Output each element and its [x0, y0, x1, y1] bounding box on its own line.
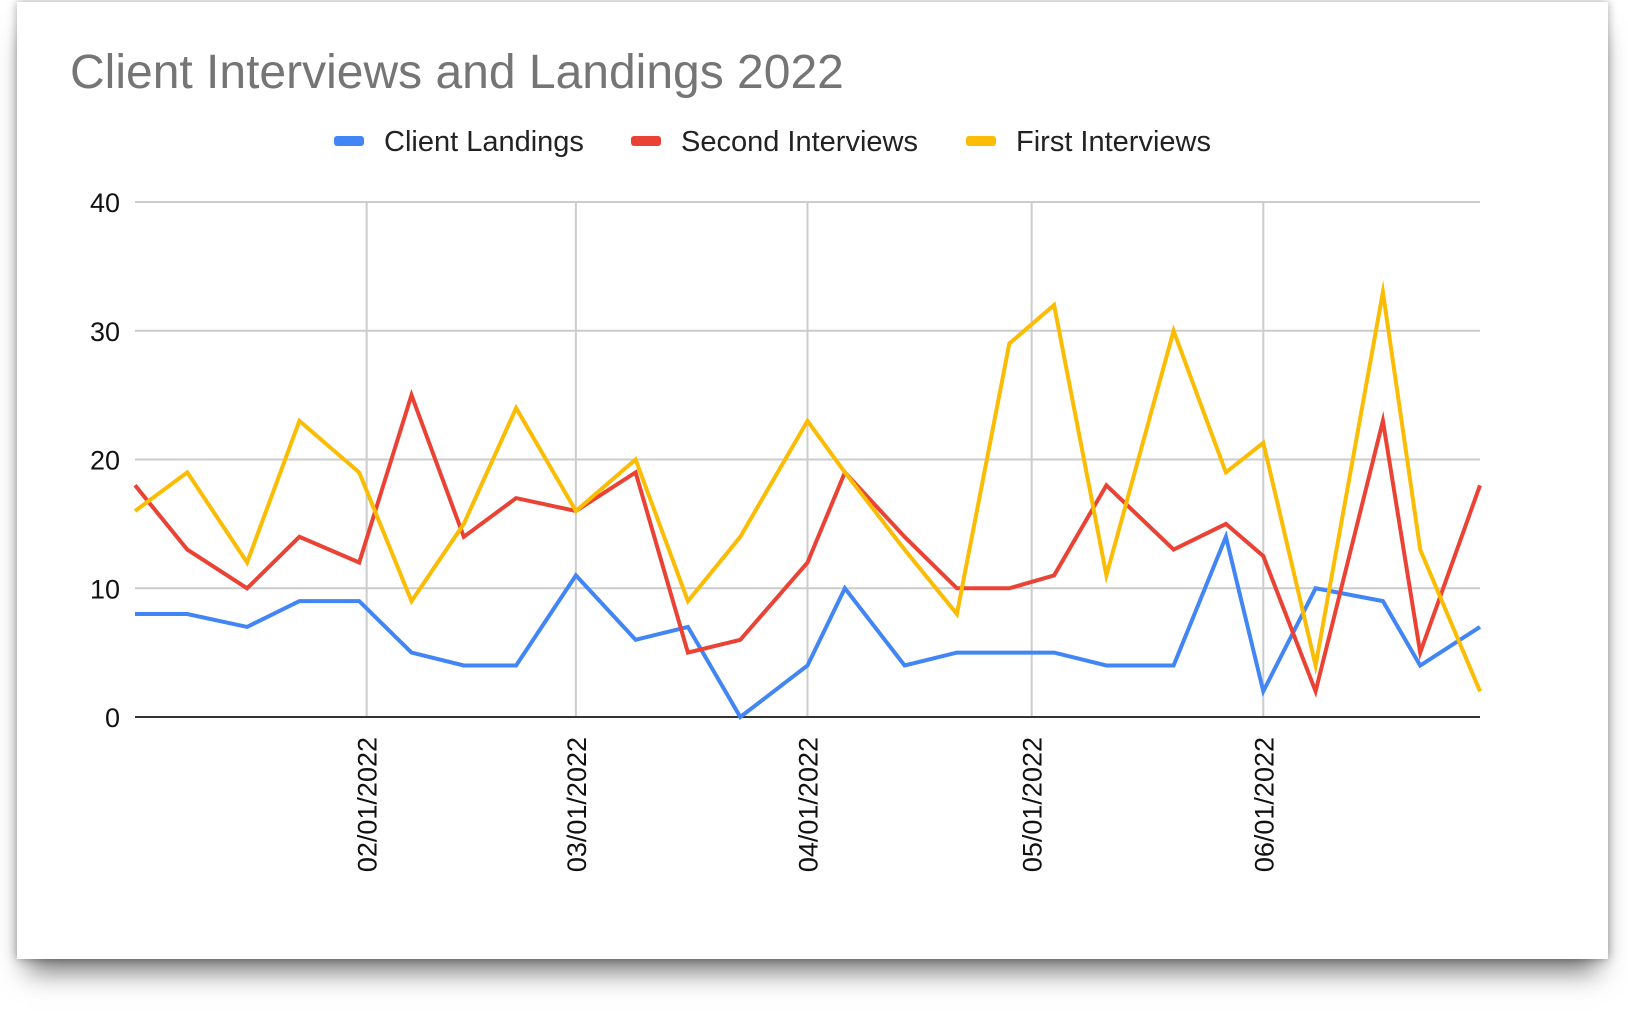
- x-axis-ticks: 02/01/2022 03/01/2022 04/01/2022 05/01/2022…: [353, 737, 1280, 872]
- x-tick-label: 02/01/2022: [353, 737, 383, 872]
- gridlines: [135, 201, 1480, 717]
- legend-swatch: [631, 136, 661, 146]
- legend-label: First Interviews: [1016, 126, 1211, 158]
- y-tick-label: 20: [90, 446, 120, 476]
- legend-label: Client Landings: [384, 126, 584, 158]
- series-line-first-interviews: [133, 279, 1482, 693]
- chart-card: Client Interviews and Landings 2022 Clie…: [17, 2, 1608, 959]
- y-tick-label: 30: [90, 317, 120, 347]
- legend-swatch: [334, 136, 364, 146]
- series-line-client-landings: [135, 530, 1482, 720]
- legend-label: Second Interviews: [681, 126, 918, 158]
- x-tick-label: 06/01/2022: [1249, 737, 1279, 872]
- y-tick-label: 40: [90, 188, 120, 218]
- x-tick-label: 04/01/2022: [794, 737, 824, 872]
- series-lines: [133, 279, 1482, 720]
- legend: Client Landings Second Interviews First In…: [334, 126, 1211, 158]
- legend-swatch: [966, 136, 996, 146]
- y-axis-ticks: 0 10 20 30 40: [90, 188, 120, 733]
- series-line-second-interviews: [133, 388, 1482, 698]
- chart-title: Client Interviews and Landings 2022: [70, 46, 844, 99]
- line-chart: Client Interviews and Landings 2022 Clie…: [70, 46, 1482, 872]
- x-tick-label: 05/01/2022: [1018, 737, 1048, 872]
- y-tick-label: 10: [90, 574, 120, 604]
- x-tick-label: 03/01/2022: [562, 737, 592, 872]
- y-tick-label: 0: [105, 703, 120, 733]
